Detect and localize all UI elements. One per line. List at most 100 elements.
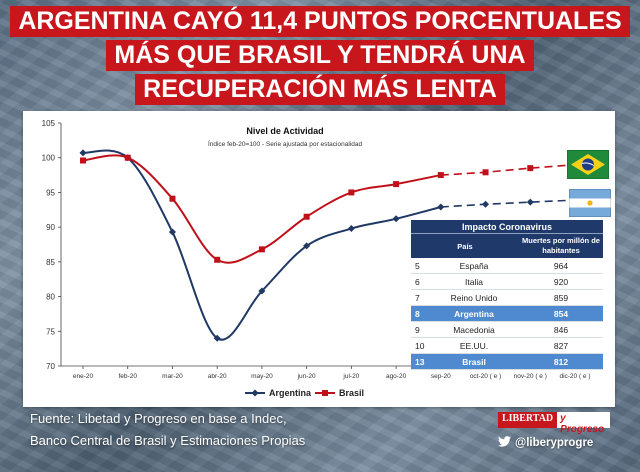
data-point-argentina (303, 242, 311, 250)
headline-line-3: RECUPERACIÓN MÁS LENTA (135, 74, 505, 105)
impact-table-body: 5 España 964 6 Italia 920 7 Reino Unido 859 8 Arge… (411, 258, 603, 370)
brand-logo-part1: LIBERTAD (498, 412, 558, 428)
impact-table-row: 8 Argentina 854 (411, 306, 603, 322)
x-tick-label: mar-20 (162, 373, 183, 380)
impact-table-row: 13 Brasil 812 (411, 354, 603, 370)
x-tick-label: jun-20 (297, 373, 316, 380)
impact-value: 964 (553, 260, 569, 271)
twitter-handle[interactable]: @liberyprogre (498, 436, 610, 450)
data-point-brasil (527, 165, 534, 172)
data-point-argentina (347, 225, 355, 233)
y-tick-label: 100 (42, 154, 56, 163)
data-point-brasil (214, 256, 221, 263)
impact-rank: 7 (415, 292, 420, 303)
data-point-brasil (124, 154, 131, 161)
impact-table: Impacto Coronavirus País Muertes por mil… (411, 220, 603, 370)
data-point-brasil (258, 246, 265, 253)
x-tick-label: abr-20 (208, 373, 227, 380)
impact-country: EE.UU. (459, 340, 489, 351)
chart-title: Nivel de Actividad (246, 126, 323, 136)
twitter-handle-text: @liberyprogre (515, 437, 594, 449)
impact-country: Reino Unido (450, 292, 498, 303)
x-tick-label: jul-20 (342, 373, 359, 380)
x-tick-label: dic-20 ( e ) (559, 373, 590, 380)
x-tick-label: may-20 (251, 373, 273, 380)
data-point-argentina (526, 198, 534, 206)
data-point-brasil (303, 213, 310, 220)
impact-country: Brasil (462, 356, 486, 367)
brand-logo-part2: y Progreso (557, 412, 610, 435)
impact-rank: 13 (415, 356, 425, 367)
y-tick-label: 105 (42, 119, 56, 128)
impact-table-row: 9 Macedonia 846 (411, 322, 603, 338)
data-point-argentina (168, 228, 176, 236)
data-point-argentina (79, 149, 87, 157)
y-tick-label: 70 (46, 362, 55, 371)
data-point-argentina (482, 200, 490, 208)
source-line-1: Fuente: Libetad y Progreso en base a Ind… (30, 411, 287, 426)
impact-table-row: 6 Italia 920 (411, 274, 603, 290)
headline: ARGENTINA CAYÓ 11,4 PUNTOS PORCENTUALES … (0, 6, 640, 108)
impact-value: 854 (553, 308, 569, 319)
legend-marker (251, 389, 259, 397)
impact-col-country: País (457, 241, 473, 251)
impact-country: Macedonia (453, 324, 495, 335)
data-point-brasil (348, 189, 355, 196)
source-line-2: Banco Central de Brasil y Estimaciones P… (30, 433, 306, 448)
y-tick-label: 95 (46, 188, 55, 197)
data-point-argentina (437, 203, 445, 211)
legend-label: Argentina (269, 388, 312, 398)
legend-label: Brasil (339, 388, 364, 398)
impact-col-deaths: Muertes por millón de habitantes (522, 236, 600, 255)
impact-country: Italia (465, 276, 483, 287)
data-point-brasil (482, 169, 489, 176)
impact-rank: 10 (415, 340, 425, 351)
impact-value: 920 (553, 276, 569, 287)
impact-table-header: Impacto Coronavirus País Muertes por mil… (411, 220, 603, 258)
headline-line-2: MÁS QUE BRASIL Y TENDRÁ UNA (106, 40, 534, 71)
x-tick-label: oct-20 ( e ) (470, 373, 501, 380)
y-tick-label: 85 (46, 258, 55, 267)
y-tick-label: 80 (46, 293, 55, 302)
y-tick-label: 75 (46, 327, 55, 336)
twitter-bird-icon (498, 436, 511, 450)
impact-rank: 6 (415, 276, 420, 287)
data-point-brasil (437, 172, 444, 179)
impact-country: Argentina (454, 308, 494, 319)
y-tick-label: 90 (46, 223, 55, 232)
brazil-flag-icon (567, 150, 609, 179)
x-tick-label: ene-20 (73, 373, 94, 380)
x-tick-label: ago-20 (386, 373, 407, 380)
impact-value: 812 (553, 356, 569, 367)
data-point-brasil (393, 181, 400, 188)
data-point-brasil (80, 157, 86, 164)
impact-value: 859 (553, 292, 569, 303)
chart-subtitle: Índice feb-20=100 - Serie ajustada por e… (208, 139, 363, 148)
brand: LIBERTAD y Progreso @liberyprogre (498, 412, 610, 450)
data-point-argentina (213, 334, 221, 342)
impact-table-row: 5 España 964 (411, 258, 603, 274)
impact-rank: 9 (415, 324, 420, 335)
brand-logo: LIBERTAD y Progreso (498, 412, 610, 435)
data-point-brasil (169, 195, 176, 202)
x-tick-label: sep-20 (431, 373, 451, 380)
x-tick-label: nov-20 ( e ) (514, 373, 547, 380)
impact-rank: 5 (415, 260, 420, 271)
impact-value: 846 (553, 324, 569, 335)
x-tick-label: feb-20 (119, 373, 138, 380)
source-note: Fuente: Libetad y Progreso en base a Ind… (30, 408, 305, 452)
impact-table-row: 7 Reino Unido 859 (411, 290, 603, 306)
argentina-flag-icon (569, 189, 611, 217)
impact-table-row: 10 EE.UU. 827 (411, 338, 603, 354)
impact-value: 827 (553, 340, 569, 351)
impact-rank: 8 (415, 308, 420, 319)
impact-country: España (459, 260, 489, 271)
data-point-argentina (392, 215, 400, 223)
impact-table-title: Impacto Coronavirus (411, 220, 603, 234)
chart-card: 70 75 80 85 90 95 100 105 ene-20 feb-20 mar-20 abr-… (23, 111, 615, 407)
series-line-argentina (82, 149, 442, 341)
headline-line-1: ARGENTINA CAYÓ 11,4 PUNTOS PORCENTUALES (10, 6, 630, 37)
data-point-argentina (258, 287, 266, 295)
legend-marker (322, 390, 328, 396)
